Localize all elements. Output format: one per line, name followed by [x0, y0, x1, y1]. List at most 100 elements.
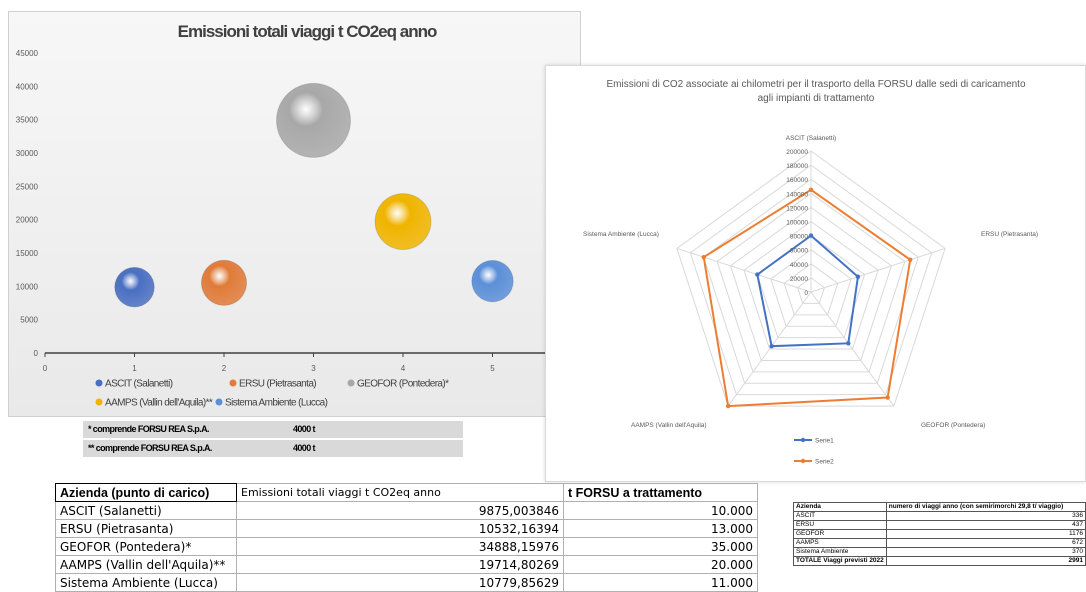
- radar-category-label: AAMPS (Vallin dell'Aquila): [631, 422, 707, 429]
- table-row: AAMPS 672: [793, 538, 1086, 548]
- table-total-row: TOTALE Viaggi previsti 2022 2991: [793, 556, 1086, 566]
- table-row: ASCIT 336: [793, 511, 1086, 521]
- table-cell: 2991: [885, 556, 1086, 566]
- table-cell: 672: [885, 538, 1086, 548]
- note-label: ** comprende FORSU REA S.p.A.: [88, 443, 212, 453]
- radar-gridline: [676, 150, 946, 407]
- legend-label: Serie1: [815, 438, 834, 445]
- y-tick-label: 25000: [16, 182, 39, 191]
- legend-label: AAMPS (Vallin dell'Aquila)**: [105, 398, 213, 409]
- y-tick-label: 20000: [16, 216, 39, 225]
- legend-label: ERSU (Pietrasanta): [239, 379, 316, 390]
- table-header-cell: Emissioni totali viaggi t CO2eq anno: [236, 483, 564, 502]
- radar-point: [908, 257, 913, 262]
- radar-point: [885, 395, 890, 400]
- radar-gridline: [783, 263, 839, 316]
- radar-point: [855, 274, 861, 279]
- radar-chart: Emissioni di CO2 associate ai chilometri…: [545, 65, 1086, 482]
- legend-marker: [95, 379, 103, 387]
- radar-category-label: ASCIT (Salanetti): [786, 135, 836, 142]
- radial-tick-label: 0: [804, 290, 808, 297]
- radar-chart-title-line2: agli impianti di trattamento: [758, 93, 875, 104]
- table-header-cell: Azienda (punto di carico): [55, 483, 237, 502]
- table-header-cell: Azienda: [793, 502, 887, 512]
- table-cell: ERSU: [793, 520, 887, 530]
- table-cell: GEOFOR: [793, 529, 887, 539]
- x-tick-label: 0: [43, 364, 48, 373]
- radial-tick-label: 140000: [786, 191, 808, 198]
- legend-marker: [215, 398, 223, 406]
- note-value: 4000 t: [293, 424, 316, 434]
- note-label: * comprende FORSU REA S.p.A.: [88, 424, 209, 434]
- table-cell: Sistema Ambiente: [793, 547, 887, 557]
- radial-tick-label: 120000: [786, 205, 808, 212]
- radar-gridline: [703, 178, 919, 384]
- radial-tick-label: 80000: [790, 234, 808, 241]
- radar-series-line: [702, 188, 912, 408]
- note-value: 4000 t: [293, 443, 316, 453]
- radar-spoke: [727, 291, 812, 407]
- y-tick-label: 5000: [20, 316, 38, 325]
- table-cell: ASCIT (Salanetti): [55, 501, 237, 520]
- legend-marker: [800, 437, 806, 443]
- legend-marker: [95, 398, 103, 406]
- radar-point: [808, 233, 814, 238]
- radar-point: [769, 343, 774, 349]
- radar-chart-title-line1: Emissioni di CO2 associate ai chilometri…: [606, 79, 1025, 90]
- legend-label: ASCIT (Salanetti): [105, 379, 173, 390]
- table-header-cell: t FORSU a trattamento: [563, 483, 758, 502]
- radial-tick-label: 40000: [790, 262, 808, 269]
- table-cell: TOTALE Viaggi previsti 2022: [793, 556, 887, 566]
- table-cell: 11.000: [563, 573, 758, 592]
- legend-label: GEOFOR (Pontedera)*: [357, 379, 449, 390]
- table-header-row: Azienda (punto di carico) Emissioni tota…: [55, 483, 758, 502]
- x-tick-label: 2: [222, 364, 227, 373]
- table-cell: 10532,16394: [236, 519, 564, 538]
- bubble-point: [114, 266, 155, 308]
- table-row: GEOFOR (Pontedera)* 34888,15976 35.000: [55, 537, 758, 556]
- table-cell: 34888,15976: [236, 537, 564, 556]
- legend-marker: [229, 379, 237, 387]
- radial-tick-label: 20000: [790, 276, 808, 283]
- y-tick-label: 0: [34, 349, 39, 358]
- legend-marker: [347, 379, 355, 387]
- radar-category-label: GEOFOR (Pontedera): [921, 422, 985, 429]
- y-tick-label: 30000: [16, 149, 39, 158]
- radar-spoke: [676, 247, 812, 293]
- y-tick-label: 40000: [16, 82, 39, 91]
- radar-point: [808, 187, 814, 192]
- radar-spoke: [810, 291, 895, 407]
- table-cell: 336: [885, 511, 1086, 521]
- bubble-point: [200, 259, 248, 306]
- y-tick-label: 45000: [16, 49, 39, 58]
- table-cell: 13.000: [563, 519, 758, 538]
- x-tick-label: 1: [132, 364, 137, 373]
- radar-point: [846, 341, 851, 346]
- table-cell: GEOFOR (Pontedera)*: [55, 537, 237, 556]
- bubble-point: [374, 193, 432, 251]
- legend-label: Serie2: [815, 459, 834, 466]
- table-cell: 20.000: [563, 555, 758, 574]
- x-tick-label: 3: [311, 364, 316, 373]
- radial-tick-label: 160000: [786, 177, 808, 184]
- table-cell: 9875,003846: [236, 501, 564, 520]
- table-cell: AAMPS (Vallin dell'Aquila)**: [55, 555, 237, 574]
- table-cell: AAMPS: [793, 538, 887, 548]
- bubble-chart: Emissioni totali viaggi t CO2eq anno 0 50…: [8, 11, 582, 417]
- table-cell: 437: [885, 520, 1086, 530]
- radar-chart-svg: Emissioni di CO2 associate ai chilometri…: [583, 79, 1038, 466]
- radial-tick-label: 100000: [786, 220, 808, 227]
- radar-gridline: [770, 249, 852, 327]
- radar-spoke: [810, 247, 946, 293]
- bubble-point: [471, 259, 514, 303]
- radar-series-line: [756, 234, 860, 348]
- table-row: ERSU 437: [793, 520, 1086, 530]
- emissions-table: Azienda (punto di carico) Emissioni tota…: [55, 483, 758, 592]
- table-row: ERSU (Pietrasanta) 10532,16394 13.000: [55, 519, 758, 538]
- radar-gridline: [797, 277, 825, 304]
- table-header-cell: numero di viaggi anno (con semirimorchi …: [885, 502, 1086, 512]
- radar-point: [701, 254, 706, 260]
- table-cell: ERSU (Pietrasanta): [55, 519, 237, 538]
- table-row: Sistema Ambiente (Lucca) 10779,85629 11.…: [55, 573, 758, 592]
- radial-tick-label: 180000: [786, 163, 808, 170]
